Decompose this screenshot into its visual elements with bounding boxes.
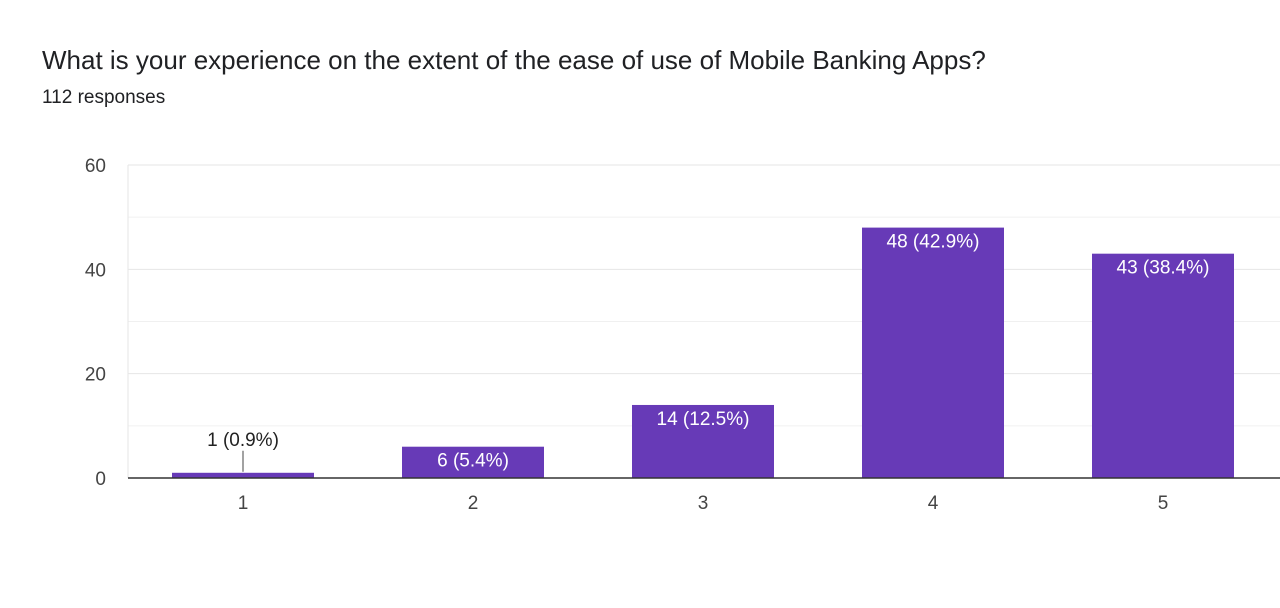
bar (862, 227, 1004, 478)
y-tick-label: 20 (85, 365, 106, 386)
y-tick-label: 60 (85, 156, 106, 177)
y-tick-label: 40 (85, 260, 106, 281)
data-label: 6 (5.4%) (437, 451, 509, 472)
bar (632, 404, 774, 478)
data-label: 1 (0.9%) (207, 430, 279, 451)
data-label: 43 (38.4%) (1117, 258, 1210, 279)
x-tick-label: 4 (928, 493, 939, 514)
question-title: What is your experience on the extent of… (42, 45, 986, 75)
data-label: 14 (12.5%) (657, 409, 750, 430)
label-layer: 0 20 40 60 1 1 (0.9%) 2 6 (5.4%) 3 14 (12.5%) 4 48 … (85, 156, 1210, 514)
x-tick-label: 5 (1158, 493, 1169, 514)
x-tick-label: 2 (468, 493, 479, 514)
bar-layer (172, 227, 1234, 478)
data-label: 48 (42.9%) (887, 232, 980, 253)
x-tick-label: 3 (698, 493, 709, 514)
x-tick-label: 1 (238, 493, 249, 514)
response-count: 112 responses (42, 87, 166, 108)
bar (1092, 253, 1234, 478)
y-tick-label: 0 (95, 469, 106, 490)
bar (172, 472, 314, 478)
bar (402, 446, 544, 478)
